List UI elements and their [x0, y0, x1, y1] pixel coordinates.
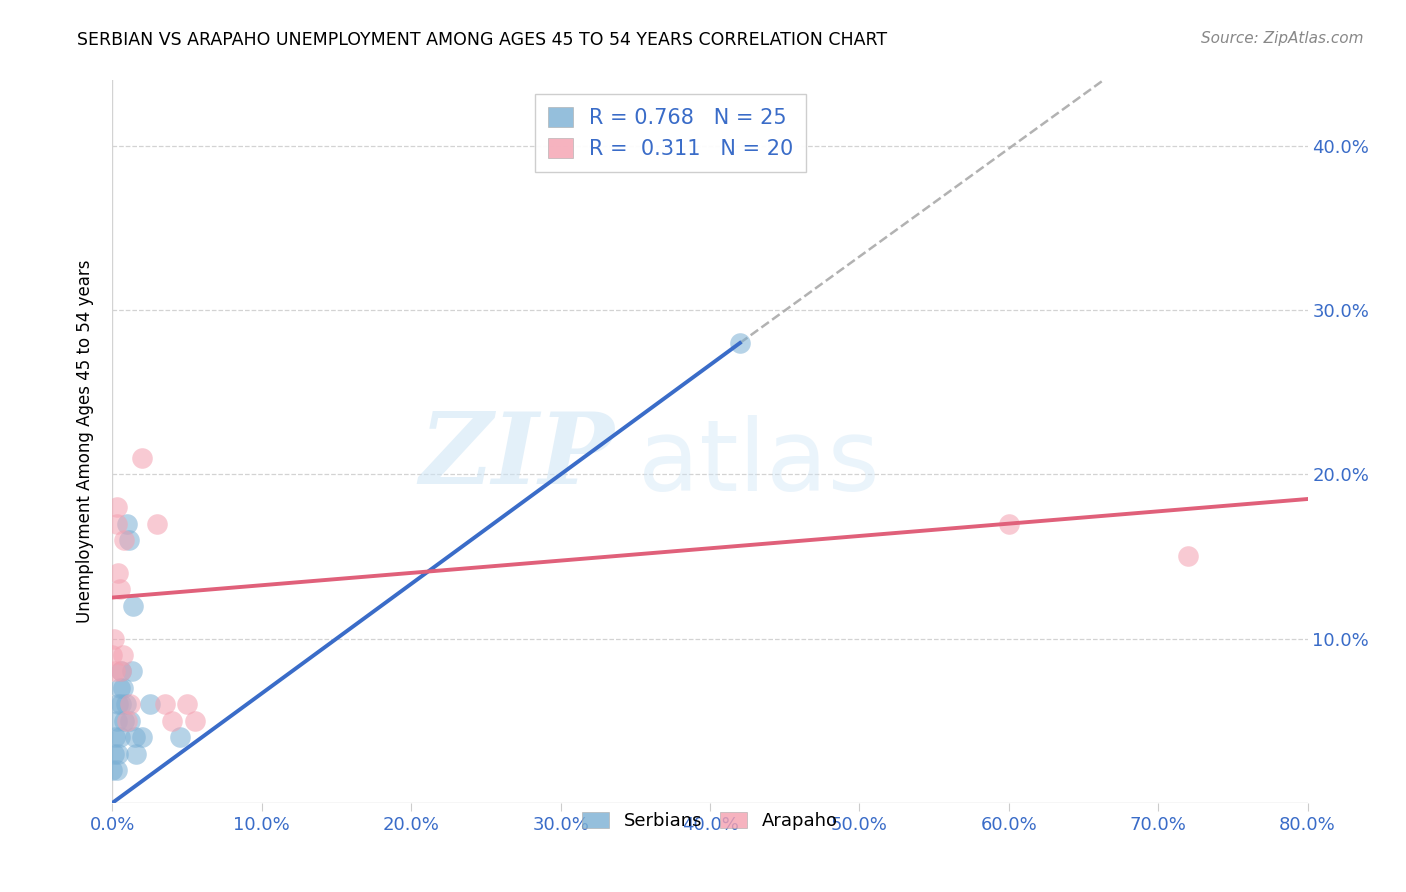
Point — [169, 730, 191, 744]
Point — [108, 582, 131, 597]
Point — [176, 698, 198, 712]
Point — [146, 516, 169, 531]
Point — [105, 763, 128, 777]
Point — [110, 698, 132, 712]
Point — [183, 714, 205, 728]
Point — [120, 698, 142, 712]
Legend: Serbians, Arapaho: Serbians, Arapaho — [575, 805, 845, 837]
Point — [110, 665, 132, 679]
Point — [115, 698, 138, 712]
Point — [131, 730, 153, 744]
Point — [104, 730, 127, 744]
Point — [103, 747, 125, 761]
Point — [118, 533, 141, 547]
Point — [111, 681, 134, 695]
Point — [104, 665, 127, 679]
Point — [125, 747, 148, 761]
Point — [108, 730, 131, 744]
Point — [153, 698, 176, 712]
Y-axis label: Unemployment Among Ages 45 to 54 years: Unemployment Among Ages 45 to 54 years — [76, 260, 94, 624]
Point — [105, 500, 128, 515]
Point — [120, 714, 142, 728]
Point — [139, 698, 162, 712]
Point — [108, 681, 131, 695]
Point — [162, 714, 183, 728]
Point — [110, 665, 132, 679]
Point — [998, 516, 1021, 531]
Point — [114, 714, 135, 728]
Point — [103, 632, 125, 646]
Point — [124, 730, 146, 744]
Text: atlas: atlas — [638, 415, 880, 512]
Point — [107, 698, 129, 712]
Text: ZIP: ZIP — [419, 408, 614, 504]
Point — [107, 747, 129, 761]
Point — [105, 516, 128, 531]
Point — [114, 533, 135, 547]
Point — [111, 648, 134, 662]
Point — [117, 516, 139, 531]
Text: Source: ZipAtlas.com: Source: ZipAtlas.com — [1201, 31, 1364, 46]
Point — [117, 714, 139, 728]
Point — [101, 648, 124, 662]
Point — [107, 566, 129, 580]
Point — [122, 599, 145, 613]
Point — [105, 714, 128, 728]
Text: SERBIAN VS ARAPAHO UNEMPLOYMENT AMONG AGES 45 TO 54 YEARS CORRELATION CHART: SERBIAN VS ARAPAHO UNEMPLOYMENT AMONG AG… — [77, 31, 887, 49]
Point — [101, 763, 124, 777]
Point — [131, 450, 153, 465]
Point — [121, 665, 143, 679]
Point — [728, 336, 751, 351]
Point — [1177, 549, 1199, 564]
